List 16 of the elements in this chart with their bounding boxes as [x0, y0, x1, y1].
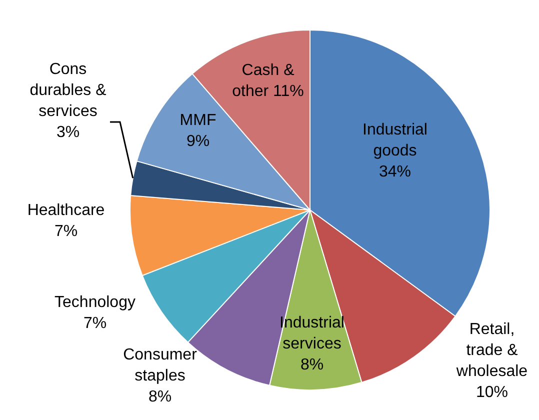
slice-label: Healthcare	[27, 202, 105, 220]
data-label: 8%	[148, 388, 172, 406]
slice-label: Technology	[54, 294, 136, 312]
slice-label: MMF	[180, 112, 216, 130]
data-label: 7%	[83, 315, 107, 332]
data-label: 34%	[378, 164, 412, 181]
data-label: 10%	[476, 384, 508, 402]
slice-label: Industrial goods	[362, 122, 428, 160]
slice-label: Consumer staples	[123, 346, 198, 385]
data-label: 9%	[186, 133, 210, 150]
data-label: 3%	[56, 124, 80, 142]
slice-label: Cons durables & services	[30, 61, 107, 120]
data-label: 8%	[300, 356, 324, 374]
data-label: 7%	[54, 223, 78, 240]
slice-label: Cash & other 11%	[232, 62, 304, 100]
slice-label: Retail, trade & wholesale	[455, 321, 528, 380]
